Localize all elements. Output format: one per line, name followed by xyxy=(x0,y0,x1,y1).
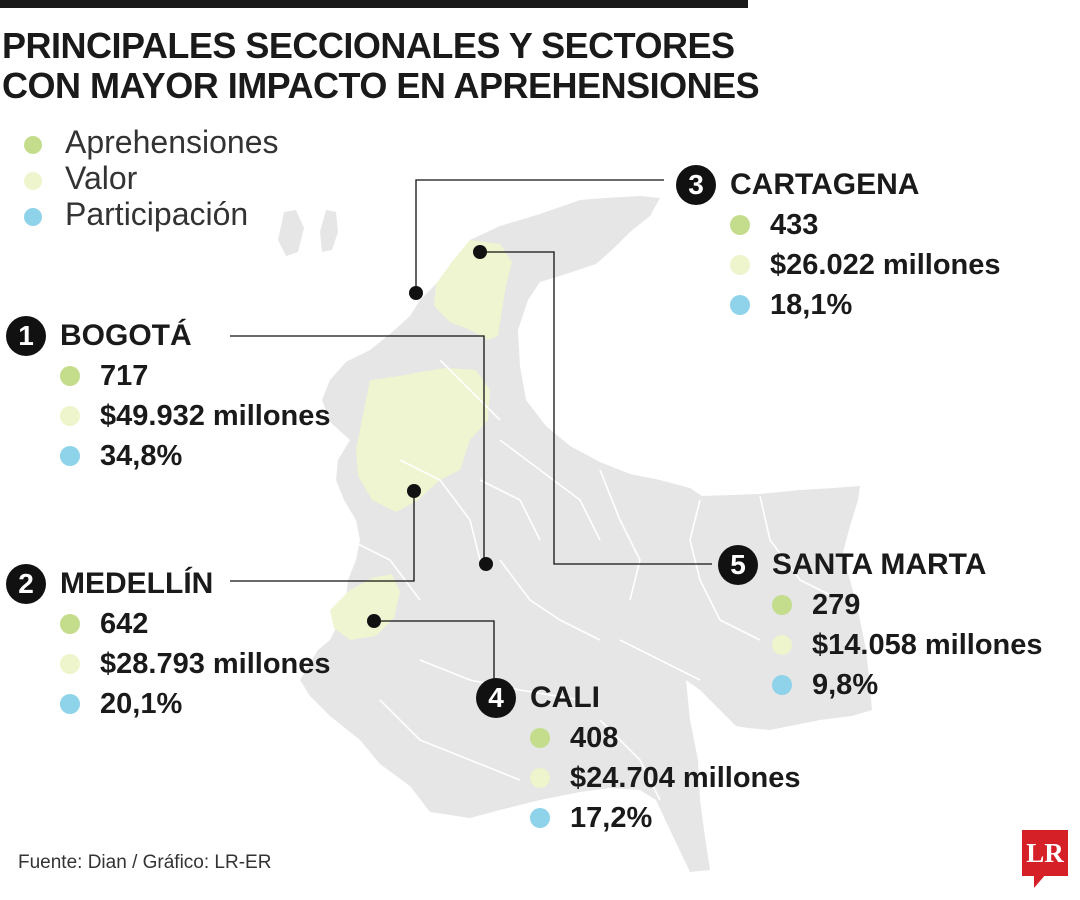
bullet-icon xyxy=(772,635,792,655)
legend-label-participacion: Participación xyxy=(65,196,249,232)
city-name-cali: CALI xyxy=(530,681,600,714)
aprehensiones-bogota: 717 xyxy=(100,360,149,392)
legend-dot-participacion xyxy=(24,208,42,226)
participacion-bogota: 34,8% xyxy=(100,440,183,472)
map-base xyxy=(278,196,872,872)
valor-cartagena: $26.022 millones xyxy=(770,249,1001,281)
legend-dot-valor xyxy=(24,172,42,190)
region-antioquia xyxy=(356,368,490,512)
participacion-medellin: 20,1% xyxy=(100,688,183,720)
valor-santa-marta: $14.058 millones xyxy=(812,629,1043,661)
chart-title: PRINCIPALES SECCIONALES Y SECTORES CON M… xyxy=(2,25,760,106)
bullet-icon xyxy=(60,614,80,634)
city-name-santa-marta: SANTA MARTA xyxy=(772,548,987,581)
city-markers xyxy=(367,245,493,628)
logo-tail xyxy=(1034,874,1046,888)
city-card-cali: 4 CALI 408 $24.704 millones 17,2% xyxy=(476,678,801,838)
bullet-icon xyxy=(772,675,792,695)
bullet-icon xyxy=(530,768,550,788)
colombia-mainland xyxy=(300,196,872,872)
aprehensiones-medellin: 642 xyxy=(100,608,149,640)
marker-cartagena xyxy=(409,286,423,300)
city-name-medellin: MEDELLÍN xyxy=(60,567,214,600)
legend-dot-aprehensiones xyxy=(24,136,42,154)
bullet-icon xyxy=(60,406,80,426)
aprehensiones-cartagena: 433 xyxy=(770,209,819,241)
bullet-icon xyxy=(60,366,80,386)
legend-label-valor: Valor xyxy=(65,160,138,196)
city-name-bogota: BOGOTÁ xyxy=(60,319,192,352)
leader-line-cali xyxy=(374,620,495,680)
aprehensiones-cali: 408 xyxy=(570,722,619,754)
leader-line-santa-marta xyxy=(480,251,712,565)
title-line-2: CON MAYOR IMPACTO EN APREHENSIONES xyxy=(2,65,760,106)
logo-box xyxy=(1022,830,1068,876)
leader-line-medellin xyxy=(230,491,415,582)
leader-line-cartagena xyxy=(415,179,664,293)
bullet-icon xyxy=(60,446,80,466)
participacion-cali: 17,2% xyxy=(570,802,653,834)
rank-badge-cali: 4 xyxy=(476,678,516,718)
legend-label-aprehensiones: Aprehensiones xyxy=(65,124,279,160)
bullet-icon xyxy=(530,808,550,828)
top-rule xyxy=(0,0,748,8)
region-caribbean-north xyxy=(434,240,512,340)
city-card-cartagena: 3 CARTAGENA 433 $26.022 millones 18,1% xyxy=(676,165,1001,325)
region-valle xyxy=(330,574,400,640)
bullet-icon xyxy=(730,215,750,235)
participacion-santa-marta: 9,8% xyxy=(812,669,879,701)
bullet-icon xyxy=(530,728,550,748)
city-card-bogota: 1 BOGOTÁ 717 $49.932 millones 34,8% xyxy=(6,316,331,476)
valor-cali: $24.704 millones xyxy=(570,762,801,794)
marker-santa-marta xyxy=(473,245,487,259)
city-card-santa-marta: 5 SANTA MARTA 279 $14.058 millones 9,8% xyxy=(718,545,1043,705)
rank-badge-santa-marta: 5 xyxy=(718,545,758,585)
rank-badge-bogota: 1 xyxy=(6,316,46,356)
leader-lines xyxy=(230,179,712,680)
bullet-icon xyxy=(772,595,792,615)
island-san-andres-large xyxy=(278,210,304,256)
title-line-1: PRINCIPALES SECCIONALES Y SECTORES xyxy=(2,25,735,66)
aprehensiones-santa-marta: 279 xyxy=(812,589,861,621)
source-note: Fuente: Dian / Gráfico: LR-ER xyxy=(18,852,272,873)
leader-line-bogota xyxy=(230,335,485,564)
marker-bogota xyxy=(479,557,493,571)
rank-badge-cartagena: 3 xyxy=(676,165,716,205)
rank-badge-medellin: 2 xyxy=(6,564,46,604)
city-name-cartagena: CARTAGENA xyxy=(730,168,920,201)
bullet-icon xyxy=(730,295,750,315)
highlighted-regions xyxy=(330,240,512,640)
valor-bogota: $49.932 millones xyxy=(100,400,331,432)
logo-text: LR xyxy=(1026,838,1064,868)
participacion-cartagena: 18,1% xyxy=(770,289,853,321)
lr-logo-icon: LR xyxy=(1022,830,1068,888)
bullet-icon xyxy=(730,255,750,275)
bullet-icon xyxy=(60,654,80,674)
city-card-medellin: 2 MEDELLÍN 642 $28.793 millones 20,1% xyxy=(6,564,331,724)
island-san-andres-small xyxy=(320,210,338,252)
marker-cali xyxy=(367,614,381,628)
valor-medellin: $28.793 millones xyxy=(100,648,331,680)
bullet-icon xyxy=(60,694,80,714)
marker-medellin xyxy=(407,484,421,498)
